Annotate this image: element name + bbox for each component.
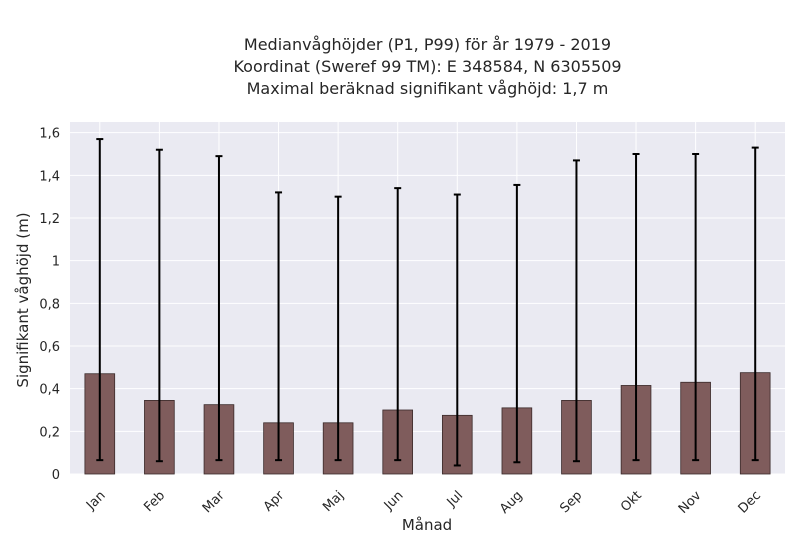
chart-title: Medianvåghöjder (P1, P99) för år 1979 - … [0,34,800,100]
x-tick-label-jan: Jan [83,488,108,513]
x-tick-label-aug: Aug [497,488,526,517]
y-tick-label: 0,4 [39,383,60,398]
y-tick-label: 0 [52,468,60,483]
x-tick-label-mar: Mar [200,488,228,516]
title-line-1: Medianvåghöjder (P1, P99) för år 1979 - … [243,35,612,54]
x-tick-label-nov: Nov [676,488,705,517]
x-tick-label-sep: Sep [557,488,585,516]
x-tick-label-okt: Okt [618,488,645,515]
title-line-2: Koordinat (Sweref 99 TM): E 348584, N 63… [233,57,622,76]
title-line-3: Maximal beräknad signifikant våghöjd: 1,… [246,79,609,98]
y-tick-label: 0,6 [39,340,60,355]
y-tick-label: 1 [52,255,60,270]
y-tick-label: 1,4 [39,169,60,184]
x-tick-label-feb: Feb [141,488,168,515]
x-tick-label-apr: Apr [261,488,288,515]
y-tick-label: 0,8 [39,297,60,312]
x-tick-label-dec: Dec [736,488,764,516]
x-tick-label-maj: Maj [320,488,347,515]
y-tick-label: 1,6 [39,127,60,142]
x-axis-label: Månad [401,516,453,534]
plot-background [70,122,785,474]
y-tick-label: 1,2 [39,212,60,227]
y-tick-label: 0,2 [39,425,60,440]
y-axis-label: Signifikant våghöjd (m) [14,212,32,388]
x-tick-label-jul: Jul [444,488,466,510]
x-tick-label-jun: Jun [381,488,407,514]
